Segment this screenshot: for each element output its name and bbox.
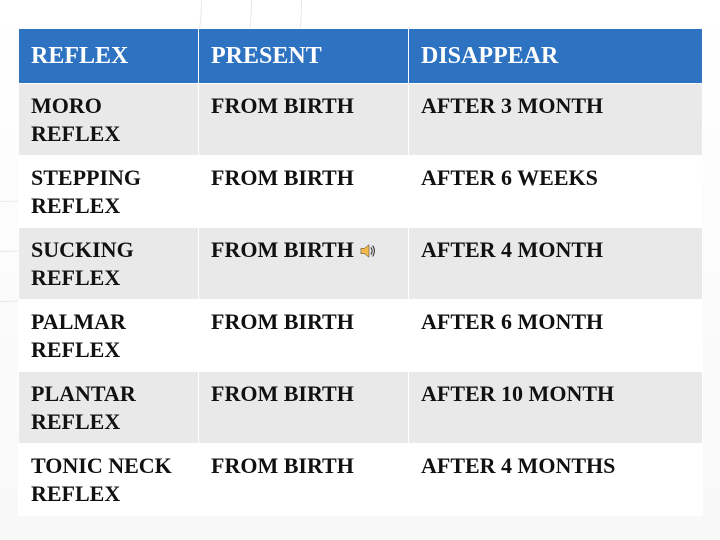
cell-reflex: TONIC NECK REFLEX (19, 444, 199, 516)
cell-reflex: STEPPING REFLEX (19, 156, 199, 228)
audio-icon[interactable] (360, 243, 378, 259)
cell-reflex: PLANTAR REFLEX (19, 372, 199, 444)
cell-present: FROM BIRTH (199, 372, 409, 444)
cell-present-text: FROM BIRTH (211, 309, 354, 334)
col-header-disappear: DISAPPEAR (409, 29, 703, 84)
cell-reflex: MORO REFLEX (19, 84, 199, 156)
cell-present-text: FROM BIRTH (211, 381, 354, 406)
cell-present: FROM BIRTH (199, 156, 409, 228)
cell-present: FROM BIRTH (199, 228, 409, 300)
cell-disappear: AFTER 10 MONTH (409, 372, 703, 444)
table-row: MORO REFLEX FROM BIRTH AFTER 3 MONTH (19, 84, 703, 156)
table-body: MORO REFLEXFROM BIRTHAFTER 3 MONTHSTEPPI… (19, 84, 703, 516)
cell-present-text: FROM BIRTH (211, 237, 354, 262)
reflex-table: REFLEX PRESENT DISAPPEAR MORO REFLEX FROM… (18, 28, 703, 516)
slide: REFLEX PRESENT DISAPPEAR MORO REFLEX FROM… (0, 0, 720, 540)
cell-present-text: FROM BIRTH (211, 93, 354, 118)
cell-disappear: AFTER 3 MONTH (409, 84, 703, 156)
cell-present: FROM BIRTH (199, 300, 409, 372)
cell-disappear: AFTER 4 MONTHS (409, 444, 703, 516)
table-row: STEPPING REFLEX FROM BIRTH AFTER 6 WEEKS (19, 156, 703, 228)
cell-reflex: SUCKING REFLEX (19, 228, 199, 300)
cell-disappear: AFTER 6 MONTH (409, 300, 703, 372)
table-row: TONIC NECK REFLEX FROM BIRTH AFTER 4 MONTH… (19, 444, 703, 516)
col-header-present: PRESENT (199, 29, 409, 84)
cell-present-text: FROM BIRTH (211, 453, 354, 478)
table-row: PLANTAR REFLEX FROM BIRTH AFTER 10 MONTH (19, 372, 703, 444)
cell-disappear: AFTER 6 WEEKS (409, 156, 703, 228)
col-header-reflex: REFLEX (19, 29, 199, 84)
table-row: PALMAR REFLEX FROM BIRTH AFTER 6 MONTH (19, 300, 703, 372)
cell-present: FROM BIRTH (199, 444, 409, 516)
cell-present: FROM BIRTH (199, 84, 409, 156)
cell-present-text: FROM BIRTH (211, 165, 354, 190)
table-row: SUCKING REFLEX FROM BIRTH AFTER 4 MONTH (19, 228, 703, 300)
table-header-row: REFLEX PRESENT DISAPPEAR (19, 29, 703, 84)
cell-reflex: PALMAR REFLEX (19, 300, 199, 372)
cell-disappear: AFTER 4 MONTH (409, 228, 703, 300)
